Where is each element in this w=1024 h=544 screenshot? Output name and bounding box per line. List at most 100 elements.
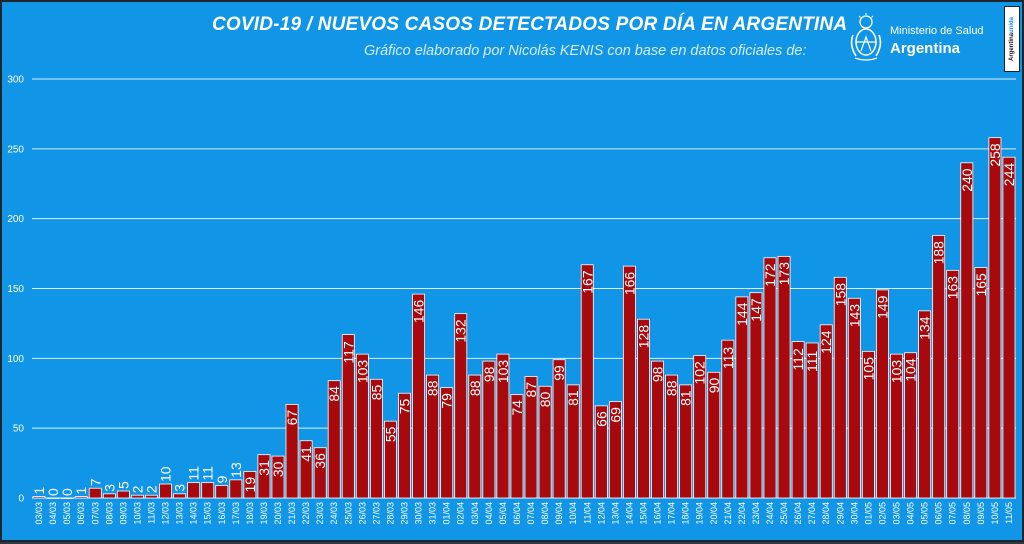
data-label: 67 [284, 410, 300, 426]
data-label: 105 [860, 357, 876, 381]
bar [594, 405, 608, 499]
data-label: 103 [354, 360, 370, 384]
data-label: 13 [228, 462, 244, 478]
bar [608, 401, 622, 499]
y-tick-label: 50 [13, 424, 25, 435]
data-label: 158 [832, 283, 848, 307]
bar [777, 255, 791, 499]
x-tick-label: 17/04 [667, 502, 677, 525]
data-label: 81 [565, 390, 581, 406]
bar [707, 371, 721, 499]
badge-text: Argentinaunida [1009, 17, 1015, 61]
x-tick-label: 12/04 [596, 502, 606, 525]
data-label: 165 [973, 273, 989, 297]
x-tick-label: 30/03 [414, 502, 424, 525]
data-label: 88 [467, 380, 483, 396]
x-tick-label: 07/03 [90, 502, 100, 525]
bar [1002, 156, 1016, 499]
x-tick-label: 03/04 [470, 502, 480, 525]
bar [960, 162, 974, 499]
x-tick-label: 10/05 [990, 502, 1000, 525]
x-tick-label: 09/04 [554, 502, 564, 525]
data-label: 99 [551, 365, 567, 381]
x-tick-label: 03/03 [34, 502, 44, 525]
data-label: 146 [411, 300, 427, 324]
bar [440, 387, 454, 499]
argentina-unida-badge: Argentinaunida [1004, 6, 1020, 72]
x-tick-label: 21/03 [287, 502, 297, 525]
bar [538, 385, 552, 499]
x-tick-label: 27/03 [371, 502, 381, 525]
x-tick-label: 01/05 [863, 502, 873, 525]
data-label: 144 [734, 302, 750, 326]
bar [384, 420, 397, 499]
bar [847, 297, 861, 499]
y-tick-label: 150 [7, 284, 24, 295]
x-tick-label: 31/03 [428, 502, 438, 525]
chart-title: COVID-19 / NUEVOS CASOS DETECTADOS POR D… [212, 14, 848, 35]
data-label: 66 [593, 411, 609, 427]
data-label: 3 [101, 484, 117, 492]
x-tick-label: 07/04 [526, 502, 536, 525]
bar [187, 482, 201, 499]
x-tick-label: 06/03 [76, 502, 86, 525]
x-tick-label: 03/05 [892, 502, 902, 525]
data-label: 19 [242, 477, 258, 493]
data-label: 9 [214, 475, 230, 483]
data-label: 172 [762, 263, 778, 287]
x-tick-label: 10/04 [568, 502, 578, 525]
data-label: 85 [368, 384, 384, 400]
x-tick-label: 16/03 [217, 502, 227, 525]
bar [145, 494, 158, 499]
badge-text-main: Argentina [1009, 32, 1015, 62]
bar [299, 440, 313, 499]
data-label: 113 [720, 347, 736, 370]
x-tick-label: 18/03 [245, 502, 255, 525]
x-tick-label: 28/03 [385, 502, 395, 525]
x-tick-label: 30/04 [849, 502, 859, 525]
data-label: 3 [172, 484, 188, 492]
x-tick-label: 24/03 [329, 502, 339, 525]
x-tick-label: 28/04 [821, 502, 831, 525]
bar [861, 350, 875, 499]
x-tick-label: 18/04 [681, 502, 691, 525]
x-tick-label: 09/03 [118, 502, 128, 525]
data-label: 124 [818, 330, 834, 354]
x-tick-label: 04/04 [484, 502, 494, 525]
x-tick-label: 02/05 [877, 502, 887, 525]
ministry-logo: Ministerio de Salud Argentina [847, 13, 992, 63]
bar [341, 334, 355, 499]
bar [735, 296, 749, 499]
bar [88, 487, 102, 499]
bar [74, 496, 88, 499]
x-tick-label: 17/03 [231, 502, 241, 525]
badge-text-accent: unida [1009, 16, 1015, 33]
data-label: 74 [509, 400, 525, 416]
data-label: 103 [495, 360, 511, 384]
logo-country-text: Argentina [890, 40, 961, 57]
bar [201, 482, 215, 499]
x-tick-label: 15/04 [638, 502, 648, 525]
x-tick-label: 10/03 [132, 502, 142, 525]
data-label: 36 [312, 453, 328, 469]
bar [32, 496, 46, 499]
bar [566, 384, 580, 499]
data-label: 104 [903, 358, 919, 382]
data-label: 102 [692, 361, 708, 385]
bar [552, 359, 566, 499]
data-label: 69 [607, 407, 623, 423]
x-tick-label: 11/05 [1004, 502, 1014, 524]
y-tick-label: 250 [7, 144, 24, 155]
bar [651, 360, 664, 499]
x-tick-label: 27/04 [807, 502, 817, 525]
data-label: 112 [790, 348, 806, 371]
bar [229, 479, 243, 499]
bar [468, 374, 482, 499]
x-tick-label: 13/03 [175, 502, 185, 525]
x-tick-label: 26/03 [357, 502, 367, 525]
bar [173, 493, 187, 499]
bar [243, 471, 257, 499]
data-label: 132 [453, 319, 469, 343]
bar [721, 339, 735, 499]
data-label: 75 [397, 398, 413, 414]
